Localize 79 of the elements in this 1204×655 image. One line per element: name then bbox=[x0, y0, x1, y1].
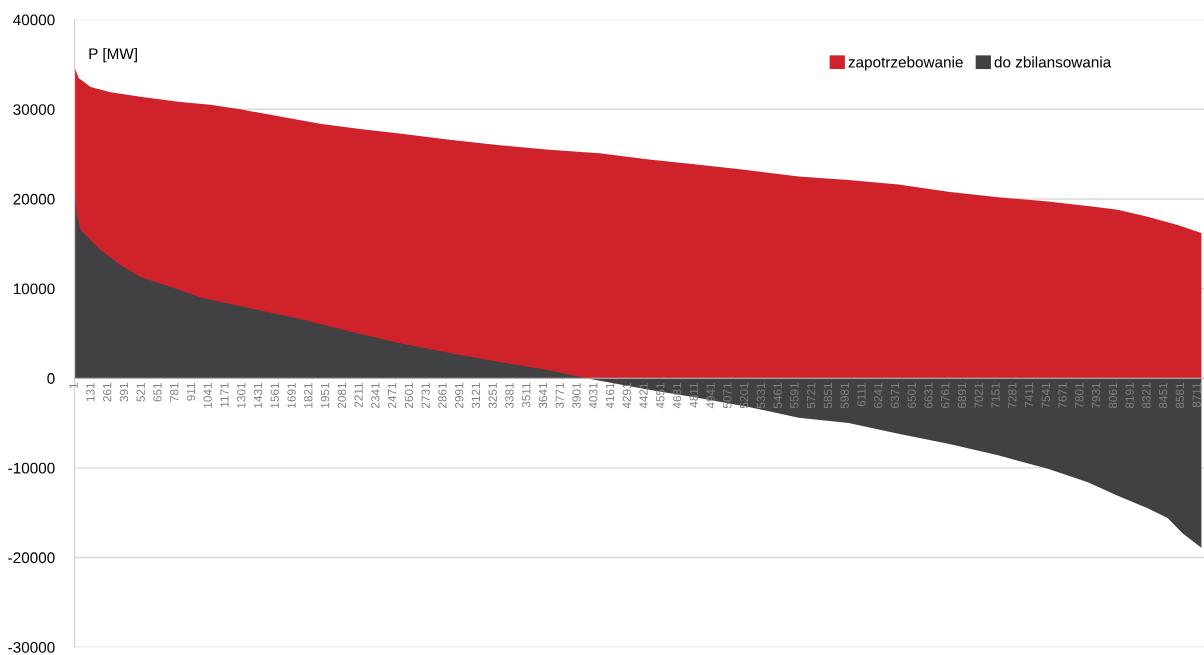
legend-label: zapotrzebowanie bbox=[848, 56, 963, 71]
x-tick-label: 7151 bbox=[991, 382, 1000, 409]
x-tick-label: 3251 bbox=[488, 382, 497, 409]
y-tick-label: -20000 bbox=[8, 552, 55, 564]
x-tick-label: 1171 bbox=[220, 382, 229, 407]
x-tick-label: 4291 bbox=[622, 382, 631, 409]
x-tick-label: 7411 bbox=[1025, 382, 1034, 408]
y-tick-label: 40000 bbox=[13, 14, 55, 26]
x-tick-label: 5981 bbox=[840, 382, 849, 409]
x-tick-label: 2991 bbox=[454, 382, 464, 409]
x-tick-label: 3381 bbox=[505, 382, 514, 409]
x-tick-label: 7541 bbox=[1041, 382, 1050, 409]
y-tick-label: 0 bbox=[47, 373, 55, 384]
x-tick-label: 5721 bbox=[806, 382, 816, 409]
y-tick-label: 30000 bbox=[13, 104, 55, 115]
x-tick-label: 6501 bbox=[907, 382, 916, 409]
legend-label: do zbilansowania bbox=[994, 56, 1112, 68]
x-tick-label: 2341 bbox=[371, 382, 380, 409]
x-tick-label: 1 bbox=[69, 382, 78, 389]
x-tick-label: 3901 bbox=[572, 382, 581, 409]
x-tick-label: 261 bbox=[102, 382, 112, 402]
x-tick-label: 911 bbox=[186, 382, 196, 401]
x-tick-label: 3511 bbox=[522, 382, 531, 408]
x-tick-label: 5591 bbox=[790, 382, 799, 409]
x-tick-label: 4421 bbox=[639, 382, 648, 409]
x-tick-label: 3121 bbox=[471, 382, 481, 409]
x-tick-label: 8061 bbox=[1108, 382, 1118, 409]
y-tick-label: 10000 bbox=[13, 283, 55, 295]
x-tick-label: 5331 bbox=[756, 382, 766, 409]
x-tick-label: 2471 bbox=[387, 382, 397, 409]
x-tick-label: 3641 bbox=[538, 382, 548, 409]
x-tick-label: 8191 bbox=[1125, 382, 1134, 409]
y-tick-label: 20000 bbox=[13, 193, 55, 205]
x-tick-label: 1951 bbox=[320, 382, 330, 408]
x-tick-label: 6631 bbox=[924, 382, 933, 409]
x-tick-label: 2081 bbox=[337, 382, 346, 409]
x-tick-label: 4161 bbox=[605, 382, 615, 409]
x-tick-label: 391 bbox=[119, 382, 129, 402]
x-tick-label: 521 bbox=[136, 382, 145, 402]
x-tick-label: 5071 bbox=[723, 382, 732, 409]
x-tick-label: 4551 bbox=[656, 382, 665, 409]
x-tick-label: 1301 bbox=[237, 382, 246, 408]
y-tick-label: -10000 bbox=[8, 462, 55, 474]
x-tick-label: 1691 bbox=[287, 382, 296, 408]
x-tick-label: 131 bbox=[86, 382, 95, 402]
x-tick-label: 1561 bbox=[270, 382, 279, 408]
x-tick-label: 2731 bbox=[421, 382, 430, 409]
x-tick-label: 4941 bbox=[706, 382, 715, 409]
x-tick-label: 8451 bbox=[1158, 382, 1168, 409]
x-tick-label: 5851 bbox=[823, 382, 833, 409]
x-tick-label: 4681 bbox=[672, 382, 682, 409]
x-tick-label: 1041 bbox=[203, 382, 212, 408]
x-tick-label: 2601 bbox=[404, 382, 414, 409]
x-tick-label: 6891 bbox=[957, 382, 967, 409]
x-tick-label: 5201 bbox=[739, 382, 749, 409]
x-tick-label: 8321 bbox=[1142, 382, 1151, 409]
x-tick-label: 2861 bbox=[438, 382, 447, 409]
x-tick-label: 7281 bbox=[1008, 382, 1017, 409]
x-tick-label: 8711 bbox=[1192, 382, 1201, 408]
x-tick-label: 7931 bbox=[1091, 382, 1101, 409]
x-tick-label: 781 bbox=[170, 382, 179, 402]
x-tick-label: 6761 bbox=[941, 382, 950, 409]
x-tick-label: 6371 bbox=[890, 382, 900, 409]
x-tick-label: 1821 bbox=[304, 382, 313, 408]
x-tick-label: 651 bbox=[153, 382, 162, 402]
x-tick-label: 7671 bbox=[1058, 382, 1067, 409]
x-tick-label: 6111 bbox=[857, 382, 866, 407]
x-tick-label: 7801 bbox=[1075, 382, 1084, 409]
x-tick-label: 2211 bbox=[354, 382, 363, 408]
x-tick-label: 4031 bbox=[589, 382, 598, 409]
x-tick-label: 7021 bbox=[974, 382, 983, 409]
x-tick-label: 4811 bbox=[689, 382, 698, 408]
x-tick-label: 8581 bbox=[1175, 382, 1185, 409]
x-tick-label: 6241 bbox=[874, 382, 883, 409]
y-axis-title: P [MW] bbox=[89, 47, 137, 63]
x-tick-label: 3771 bbox=[555, 382, 564, 409]
x-tick-label: 1431 bbox=[253, 382, 263, 408]
y-tick-label: -30000 bbox=[8, 642, 55, 653]
x-tick-label: 5461 bbox=[773, 382, 782, 409]
